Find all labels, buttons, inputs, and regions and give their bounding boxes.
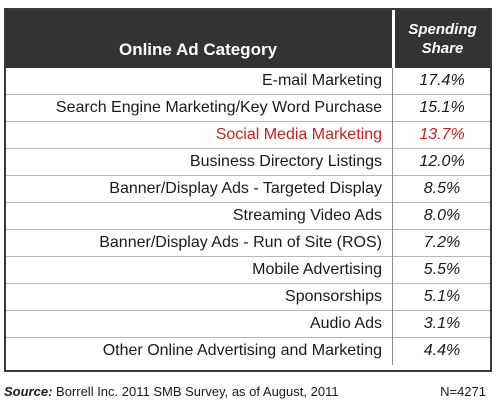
table-row: Mobile Advertising 5.5% xyxy=(6,257,490,284)
spending-table: Online Ad Category Spending Share E-mail… xyxy=(4,8,492,372)
category-label: Social Media Marketing xyxy=(215,126,382,143)
column-divider xyxy=(392,311,393,338)
table-row: Sponsorships 5.1% xyxy=(6,284,490,311)
column-divider xyxy=(392,203,393,230)
table-row: Business Directory Listings 12.0% xyxy=(6,149,490,176)
category-label: Audio Ads xyxy=(309,315,382,332)
column-divider xyxy=(392,149,393,176)
share-value: 5.1% xyxy=(423,288,461,305)
column-divider xyxy=(392,284,393,311)
category-label: Other Online Advertising and Marketing xyxy=(102,342,382,359)
share-value: 17.4% xyxy=(419,72,465,89)
footer: Source: Borrell Inc. 2011 SMB Survey, as… xyxy=(4,380,492,404)
table-row: Search Engine Marketing/Key Word Purchas… xyxy=(6,95,490,122)
header-divider xyxy=(392,10,395,68)
header-share-line2: Share xyxy=(421,40,464,57)
share-value: 13.7% xyxy=(419,126,465,143)
share-value: 4.4% xyxy=(423,342,461,359)
source-label: Source: xyxy=(4,384,53,399)
category-label: Banner/Display Ads - Run of Site (ROS) xyxy=(99,234,382,251)
table-row: Social Media Marketing 13.7% xyxy=(6,122,490,149)
share-value: 15.1% xyxy=(419,99,465,116)
column-divider xyxy=(392,176,393,203)
share-value: 8.5% xyxy=(423,180,461,197)
table-row: Banner/Display Ads - Targeted Display 8.5… xyxy=(6,176,490,203)
table-header: Online Ad Category Spending Share xyxy=(6,10,490,68)
category-label: Business Directory Listings xyxy=(189,153,382,170)
share-value: 5.5% xyxy=(423,261,461,278)
share-value: 12.0% xyxy=(419,153,465,170)
category-label: Search Engine Marketing/Key Word Purchas… xyxy=(55,99,382,116)
table-row: Banner/Display Ads - Run of Site (ROS) 7.… xyxy=(6,230,490,257)
category-label: E-mail Marketing xyxy=(261,72,382,89)
column-divider xyxy=(392,95,393,122)
source-text: Borrell Inc. 2011 SMB Survey, as of Augu… xyxy=(52,384,339,399)
share-value: 3.1% xyxy=(423,315,461,332)
header-category: Online Ad Category xyxy=(118,40,278,59)
table-body: E-mail Marketing 17.4% Search Engine Marke… xyxy=(6,68,490,365)
column-divider xyxy=(392,230,393,257)
sample-size: N=4271 xyxy=(440,384,486,399)
column-divider xyxy=(392,122,393,149)
header-share-line1: Spending xyxy=(408,21,477,38)
header-share: Spending Share xyxy=(395,10,490,68)
category-label: Banner/Display Ads - Targeted Display xyxy=(109,180,382,197)
category-label: Streaming Video Ads xyxy=(232,207,382,224)
table-row: Audio Ads 3.1% xyxy=(6,311,490,338)
table-row: E-mail Marketing 17.4% xyxy=(6,68,490,95)
share-value: 7.2% xyxy=(423,234,461,251)
table-row: Other Online Advertising and Marketing 4.… xyxy=(6,338,490,365)
share-value: 8.0% xyxy=(423,207,461,224)
category-label: Mobile Advertising xyxy=(252,261,382,278)
column-divider xyxy=(392,338,393,365)
column-divider xyxy=(392,257,393,284)
column-divider xyxy=(392,68,393,95)
table-row: Streaming Video Ads 8.0% xyxy=(6,203,490,230)
category-label: Sponsorships xyxy=(285,288,382,305)
